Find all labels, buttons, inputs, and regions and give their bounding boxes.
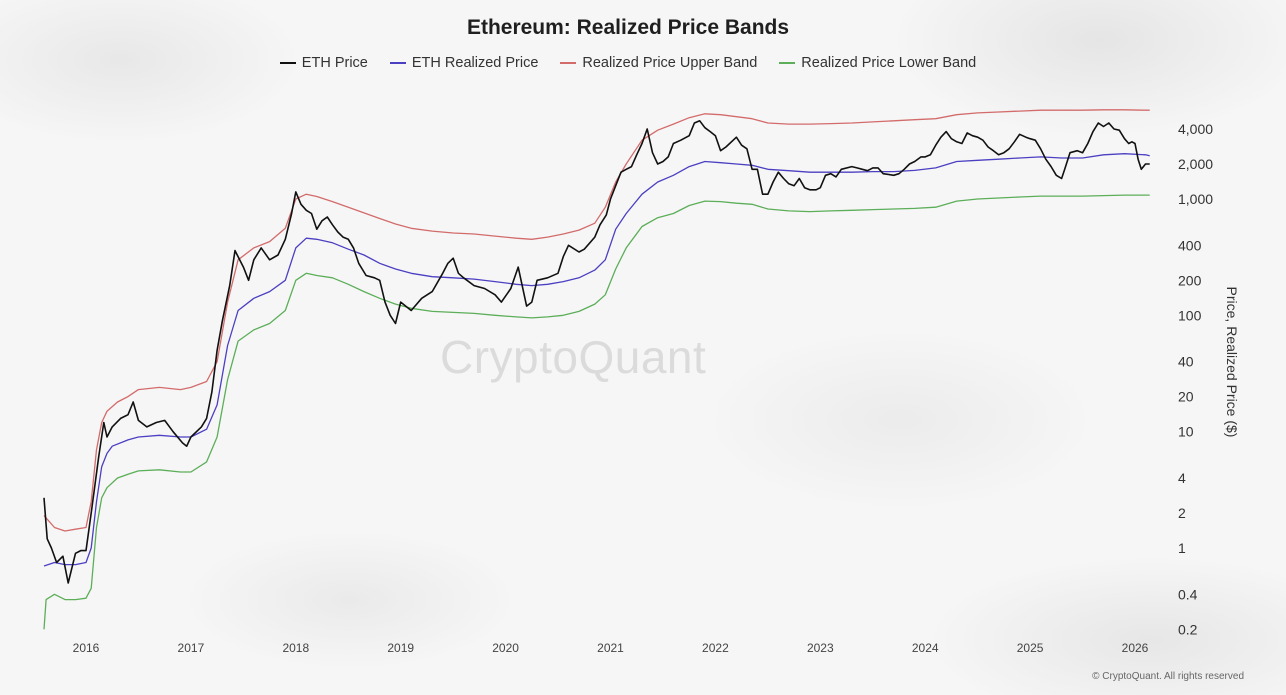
legend-label-eth-realized-price: ETH Realized Price <box>411 55 539 71</box>
y-tick-label: 4 <box>1178 470 1186 486</box>
legend-item-upper-band[interactable]: Realized Price Upper Band <box>560 55 757 71</box>
chart-title: Ethereum: Realized Price Bands <box>466 16 790 39</box>
y-tick-label: 0.4 <box>1178 586 1198 602</box>
x-tick-label: 2018 <box>282 641 309 655</box>
series-line-eth-realized-price <box>43 153 1150 567</box>
x-tick-label: 2023 <box>807 641 834 655</box>
y-tick-label: 40 <box>1178 354 1194 370</box>
legend-item-eth-price[interactable]: ETH Price <box>279 55 368 71</box>
legend-label-upper-band: Realized Price Upper Band <box>582 55 758 71</box>
x-axis-ticks: 2016 2017 2018 2019 2020 2021 2022 2023 2024 2025… <box>73 641 1149 655</box>
y-tick-label: 2,000 <box>1178 156 1213 172</box>
y-tick-label: 1 <box>1178 540 1186 556</box>
series-line-realized-price-upper-band <box>43 109 1150 532</box>
y-tick-label: 0.2 <box>1178 621 1198 637</box>
legend-swatch-eth-realized-price <box>389 62 406 64</box>
y-axis-label: Price, Realized Price ($) <box>1224 286 1240 438</box>
series-line-eth-price <box>43 120 1150 584</box>
legend-swatch-eth-price <box>279 62 296 64</box>
y-tick-label: 20 <box>1178 389 1194 405</box>
copyright-text: © CryptoQuant. All rights reserved <box>1092 671 1244 682</box>
x-tick-label: 2021 <box>597 641 624 655</box>
x-tick-label: 2020 <box>492 641 519 655</box>
series-line-realized-price-lower-band <box>43 194 1150 630</box>
y-tick-label: 4,000 <box>1178 121 1213 137</box>
y-tick-label: 1,000 <box>1178 191 1213 207</box>
x-tick-label: 2019 <box>387 641 414 655</box>
legend-label-eth-price: ETH Price <box>301 55 368 71</box>
x-tick-label: 2024 <box>912 641 939 655</box>
x-tick-label: 2022 <box>702 641 729 655</box>
series-lines <box>43 109 1150 630</box>
legend-swatch-lower-band <box>779 62 796 64</box>
x-tick-label: 2025 <box>1017 641 1044 655</box>
y-axis-ticks: 0.2 0.4 1 2 4 10 20 40 100 200 400 1,000 2,000 4,000 <box>1178 121 1213 637</box>
y-tick-label: 200 <box>1178 272 1202 288</box>
y-tick-label: 2 <box>1178 505 1186 521</box>
legend-label-lower-band: Realized Price Lower Band <box>801 55 977 71</box>
x-tick-label: 2016 <box>73 641 100 655</box>
chart-legend: ETH Price ETH Realized Price Realized Pr… <box>0 55 1256 71</box>
y-tick-label: 10 <box>1178 424 1194 440</box>
x-tick-label: 2026 <box>1122 641 1149 655</box>
y-tick-label: 100 <box>1178 307 1202 323</box>
legend-item-eth-realized-price[interactable]: ETH Realized Price <box>389 55 539 71</box>
y-tick-label: 400 <box>1178 237 1202 253</box>
legend-swatch-upper-band <box>560 62 577 64</box>
x-tick-label: 2017 <box>178 641 205 655</box>
watermark-logo: CryptoQuant <box>440 331 707 383</box>
legend-item-lower-band[interactable]: Realized Price Lower Band <box>779 55 976 71</box>
